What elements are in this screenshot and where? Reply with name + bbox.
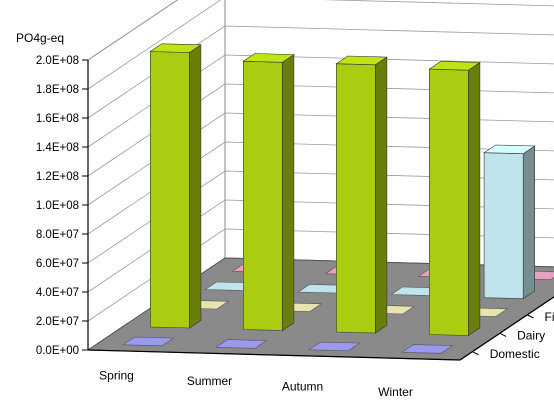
x-tick-label: Spring	[99, 368, 134, 382]
bar-dairy-spring-side	[189, 45, 201, 328]
y-tick-label: 1.0E+08	[36, 200, 79, 212]
y-axis-label: PO4g-eq	[16, 31, 64, 45]
series-tick-mark	[500, 333, 506, 336]
y-tick-label: 1.2E+08	[36, 171, 79, 183]
bar-dairy-autumn-side	[375, 57, 387, 333]
x-tick-label: Summer	[187, 374, 232, 388]
series-tick-mark	[528, 315, 534, 318]
y-tick-label: 1.4E+08	[36, 142, 79, 154]
y-tick-label: 2.0E+08	[36, 55, 79, 67]
bar-dairy-spring	[150, 52, 189, 329]
series-tick-mark	[473, 352, 479, 355]
x-tick-label: Winter	[378, 385, 413, 397]
series-label: Domestic	[490, 347, 540, 361]
bar-dairy-autumn	[336, 64, 375, 333]
bar-starch-factory-winter	[484, 153, 523, 299]
y-tick-label: 0.0E+00	[36, 345, 79, 357]
y-tick-label: 1.6E+08	[36, 113, 79, 125]
y-tick-label: 1.8E+08	[36, 84, 79, 96]
series-label: Dairy	[517, 328, 545, 342]
y-tick-label: 8.0E+07	[36, 229, 79, 241]
bar-dairy-summer	[243, 61, 282, 330]
y-tick-label: 2.0E+07	[36, 316, 79, 328]
x-tick-label: Autumn	[282, 379, 323, 393]
bar-dairy-summer-side	[282, 55, 294, 331]
bar-dairy-winter-side	[468, 63, 480, 336]
bar-starch-factory-winter-side	[523, 146, 535, 299]
series-label: Field Farming	[545, 310, 554, 324]
bar-dairy-winter	[429, 69, 468, 335]
y-tick-label: 4.0E+07	[36, 287, 79, 299]
y-tick-label: 6.0E+07	[36, 258, 79, 270]
